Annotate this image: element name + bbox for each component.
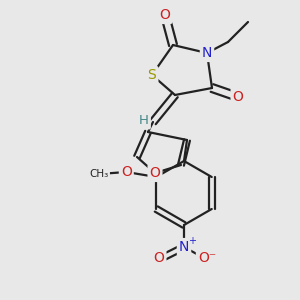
Text: N: N <box>202 46 212 60</box>
Text: O: O <box>121 165 132 179</box>
Text: +: + <box>188 236 196 246</box>
Text: O: O <box>160 8 170 22</box>
Text: O: O <box>232 90 243 104</box>
Text: S: S <box>148 68 156 82</box>
Text: H: H <box>139 115 149 128</box>
Text: O: O <box>154 251 164 265</box>
Text: N: N <box>179 240 189 254</box>
Text: CH₃: CH₃ <box>90 169 109 179</box>
Text: O⁻: O⁻ <box>198 251 216 265</box>
Text: O: O <box>150 166 160 180</box>
